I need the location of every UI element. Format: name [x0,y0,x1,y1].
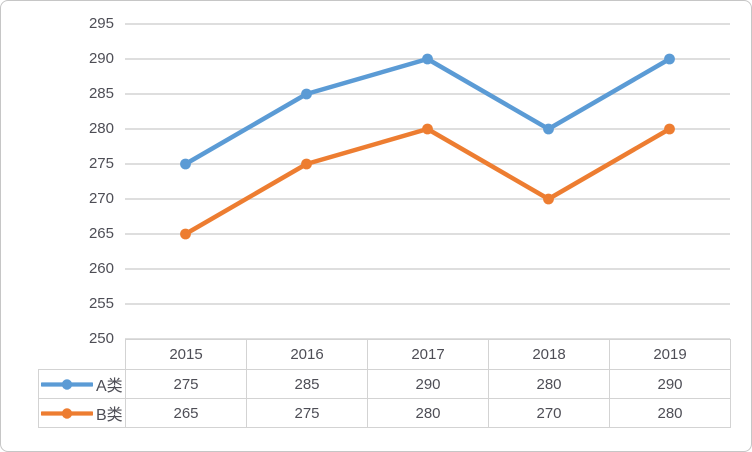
value-cell: 290 [609,369,731,399]
table-row-series-a: A类 275 285 290 280 290 [38,369,731,399]
data-point-marker [180,158,191,170]
series-line [183,56,672,167]
legend-key-wrap: B类 [40,401,125,425]
value-cell: 275 [246,398,368,428]
data-point-marker [664,123,675,135]
data-point-marker [301,88,312,100]
y-tick-label: 295 [88,15,114,32]
value-cell: 285 [246,369,368,399]
data-point-marker [422,53,433,65]
year-header: 2016 [246,339,368,370]
value-cell: 280 [488,369,610,399]
table-header-row: 2015 2016 2017 2018 2019 [39,339,731,370]
series-line [183,126,672,237]
y-tick-label: 280 [88,120,114,137]
legend-key-line-marker-icon [41,407,93,419]
data-point-marker [543,193,554,205]
table-row-series-b: B类 265 275 280 270 280 [38,398,731,428]
data-point-marker [422,123,433,135]
data-table: 2015 2016 2017 2018 2019 A类 275 285 290 … [38,339,731,428]
y-tick-label: 290 [88,50,114,67]
legend-key-wrap: A类 [40,372,125,396]
y-tick-label: 250 [88,330,114,347]
y-tick-label: 270 [88,190,114,207]
y-tick-label: 265 [88,225,114,242]
legend-cell-series-b: B类 [38,398,126,428]
value-cell: 280 [609,398,731,428]
data-point-marker [543,123,554,135]
y-tick-label: 255 [88,295,114,312]
plot-area [125,23,730,340]
legend-cell-series-a: A类 [38,369,126,399]
legend-label: A类 [96,378,123,395]
y-tick-label: 285 [88,85,114,102]
data-point-marker [301,158,312,170]
y-tick-label: 275 [88,155,114,172]
y-tick-label: 260 [88,260,114,277]
value-cell: 290 [367,369,489,399]
value-cell: 280 [367,398,489,428]
data-point-marker [664,53,675,65]
value-cell: 270 [488,398,610,428]
year-header: 2017 [367,339,489,370]
year-header: 2019 [609,339,731,370]
legend-label: B类 [96,407,123,424]
year-header: 2018 [488,339,610,370]
year-header: 2015 [125,339,247,370]
value-cell: 265 [125,398,247,428]
value-cell: 275 [125,369,247,399]
legend-key-line-marker-icon [41,378,93,390]
data-point-marker [180,228,191,240]
table-corner-blank [39,340,126,370]
